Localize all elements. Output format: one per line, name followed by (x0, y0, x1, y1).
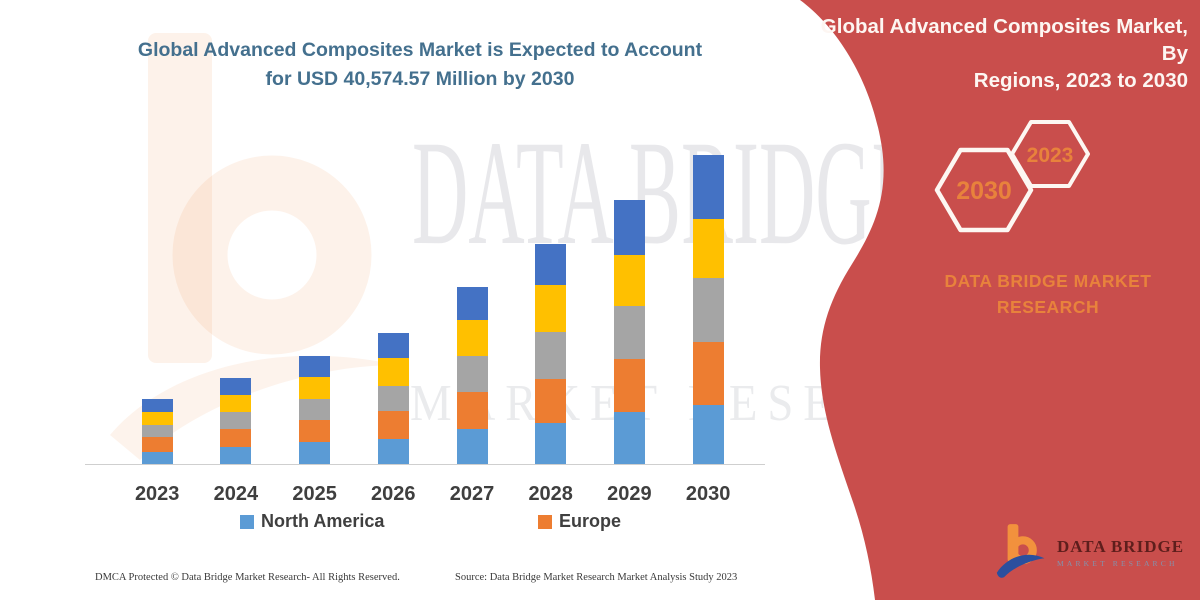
dbmr-logo-name: DATA BRIDGE (1057, 536, 1185, 556)
bar-segment (535, 285, 567, 332)
footer-dmca-text: DMCA Protected © Data Bridge Market Rese… (95, 572, 400, 583)
chart-title-line1: Global Advanced Composites Market is Exp… (137, 39, 703, 61)
legend-item-europe: Europe (538, 511, 621, 532)
x-axis-label-2029: 2029 (607, 483, 652, 505)
bar-2026 (377, 333, 409, 464)
bar-segment (613, 306, 645, 359)
x-axis-label-2028: 2028 (528, 483, 573, 505)
x-axis-label-2024: 2024 (213, 483, 259, 505)
bar-segment (613, 359, 645, 412)
watermark-text-line1: DATA BRIDGE (412, 110, 920, 276)
bar-segment (535, 244, 567, 285)
side-panel-title-line1: Global Advanced Composites Market, By (820, 15, 1188, 66)
dbmr-logo-subtitle: MARKET RESEARCH (1057, 558, 1178, 568)
bar-segment (141, 452, 173, 464)
x-axis-label-2030: 2030 (685, 483, 731, 505)
dbmr-logo: DATA BRIDGE MARKET RESEARCH (995, 520, 1200, 584)
bar-segment (692, 219, 724, 278)
side-panel-brand-text: DATA BRIDGE MARKET RESEARCH (916, 268, 1180, 321)
x-axis-label-2026: 2026 (371, 483, 416, 505)
bar-segment (299, 420, 331, 442)
bar-2023 (141, 399, 173, 464)
bar-segment (613, 200, 645, 255)
legend-swatch-north-america (240, 514, 254, 529)
bar-segment (377, 386, 409, 411)
bar-segment (456, 429, 488, 464)
bar-segment (456, 287, 488, 320)
bar-segment (141, 399, 173, 412)
x-axis-line (85, 464, 765, 465)
bar-segment (692, 155, 724, 219)
bar-segment (299, 377, 331, 399)
bar-segment (692, 342, 724, 405)
bar-segment (141, 412, 173, 425)
side-panel-background (800, 0, 1200, 600)
legend-swatch-europe (538, 514, 552, 529)
footer-source-text: Source: Data Bridge Market Research Mark… (455, 572, 738, 583)
bar-segment (141, 425, 173, 437)
hexagon-2030-label: 2030 (956, 177, 1012, 205)
hexagon-2030-icon (934, 147, 1034, 233)
x-axis-label-2023: 2023 (134, 483, 180, 505)
bar-segment (141, 437, 173, 452)
bar-2025 (299, 356, 331, 464)
bar-segment (299, 399, 331, 420)
side-panel-title-line2: Regions, 2023 to 2030 (973, 69, 1188, 93)
chart-title-line2: for USD 40,574.57 Million by 2030 (265, 68, 575, 90)
bar-segment (692, 278, 724, 342)
hexagon-badges: 2030 2023 (934, 120, 1090, 233)
bar-segment (377, 439, 409, 464)
legend-label-europe: Europe (559, 511, 622, 531)
bar-segment (377, 358, 409, 386)
bar-segment (220, 378, 252, 395)
bar-segment (613, 412, 645, 464)
side-panel-brand-line1: DATA BRIDGE MARKET (944, 271, 1152, 291)
bar-segment (456, 320, 488, 356)
side-panel-title: Global Advanced Composites Market, By Re… (816, 13, 1188, 94)
bar-segment (220, 447, 252, 464)
bar-2029 (613, 200, 645, 464)
bar-2028 (535, 244, 567, 464)
bar-segment (613, 255, 645, 306)
bar-segment (535, 332, 567, 379)
side-panel-brand-line2: RESEARCH (996, 297, 1100, 318)
bar-segment (456, 392, 488, 429)
bar-segment (377, 411, 409, 439)
bar-2030 (692, 155, 724, 464)
bar-2024 (220, 378, 252, 464)
brand-watermark-logo-icon (110, 33, 397, 460)
hexagon-2023-label: 2023 (1027, 144, 1074, 167)
legend-label-north-america: North America (261, 511, 385, 531)
bar-segment (299, 442, 331, 464)
x-axis-label-2025: 2025 (292, 483, 337, 505)
chart-title: Global Advanced Composites Market is Exp… (110, 36, 730, 94)
bar-segment (377, 333, 409, 358)
legend-item-north-america: North America (240, 511, 384, 532)
bar-segment (535, 379, 567, 423)
bar-segment (299, 356, 331, 377)
bar-segment (692, 405, 724, 464)
bar-segment (220, 429, 252, 447)
bar-segment (220, 412, 252, 429)
x-axis-label-2027: 2027 (449, 483, 495, 505)
dbmr-logo-icon (996, 524, 1045, 578)
hexagon-2023-icon (1010, 120, 1090, 188)
bar-2027 (456, 287, 488, 464)
bar-segment (220, 395, 252, 412)
bar-segment (535, 423, 567, 464)
bar-segment (456, 356, 488, 392)
